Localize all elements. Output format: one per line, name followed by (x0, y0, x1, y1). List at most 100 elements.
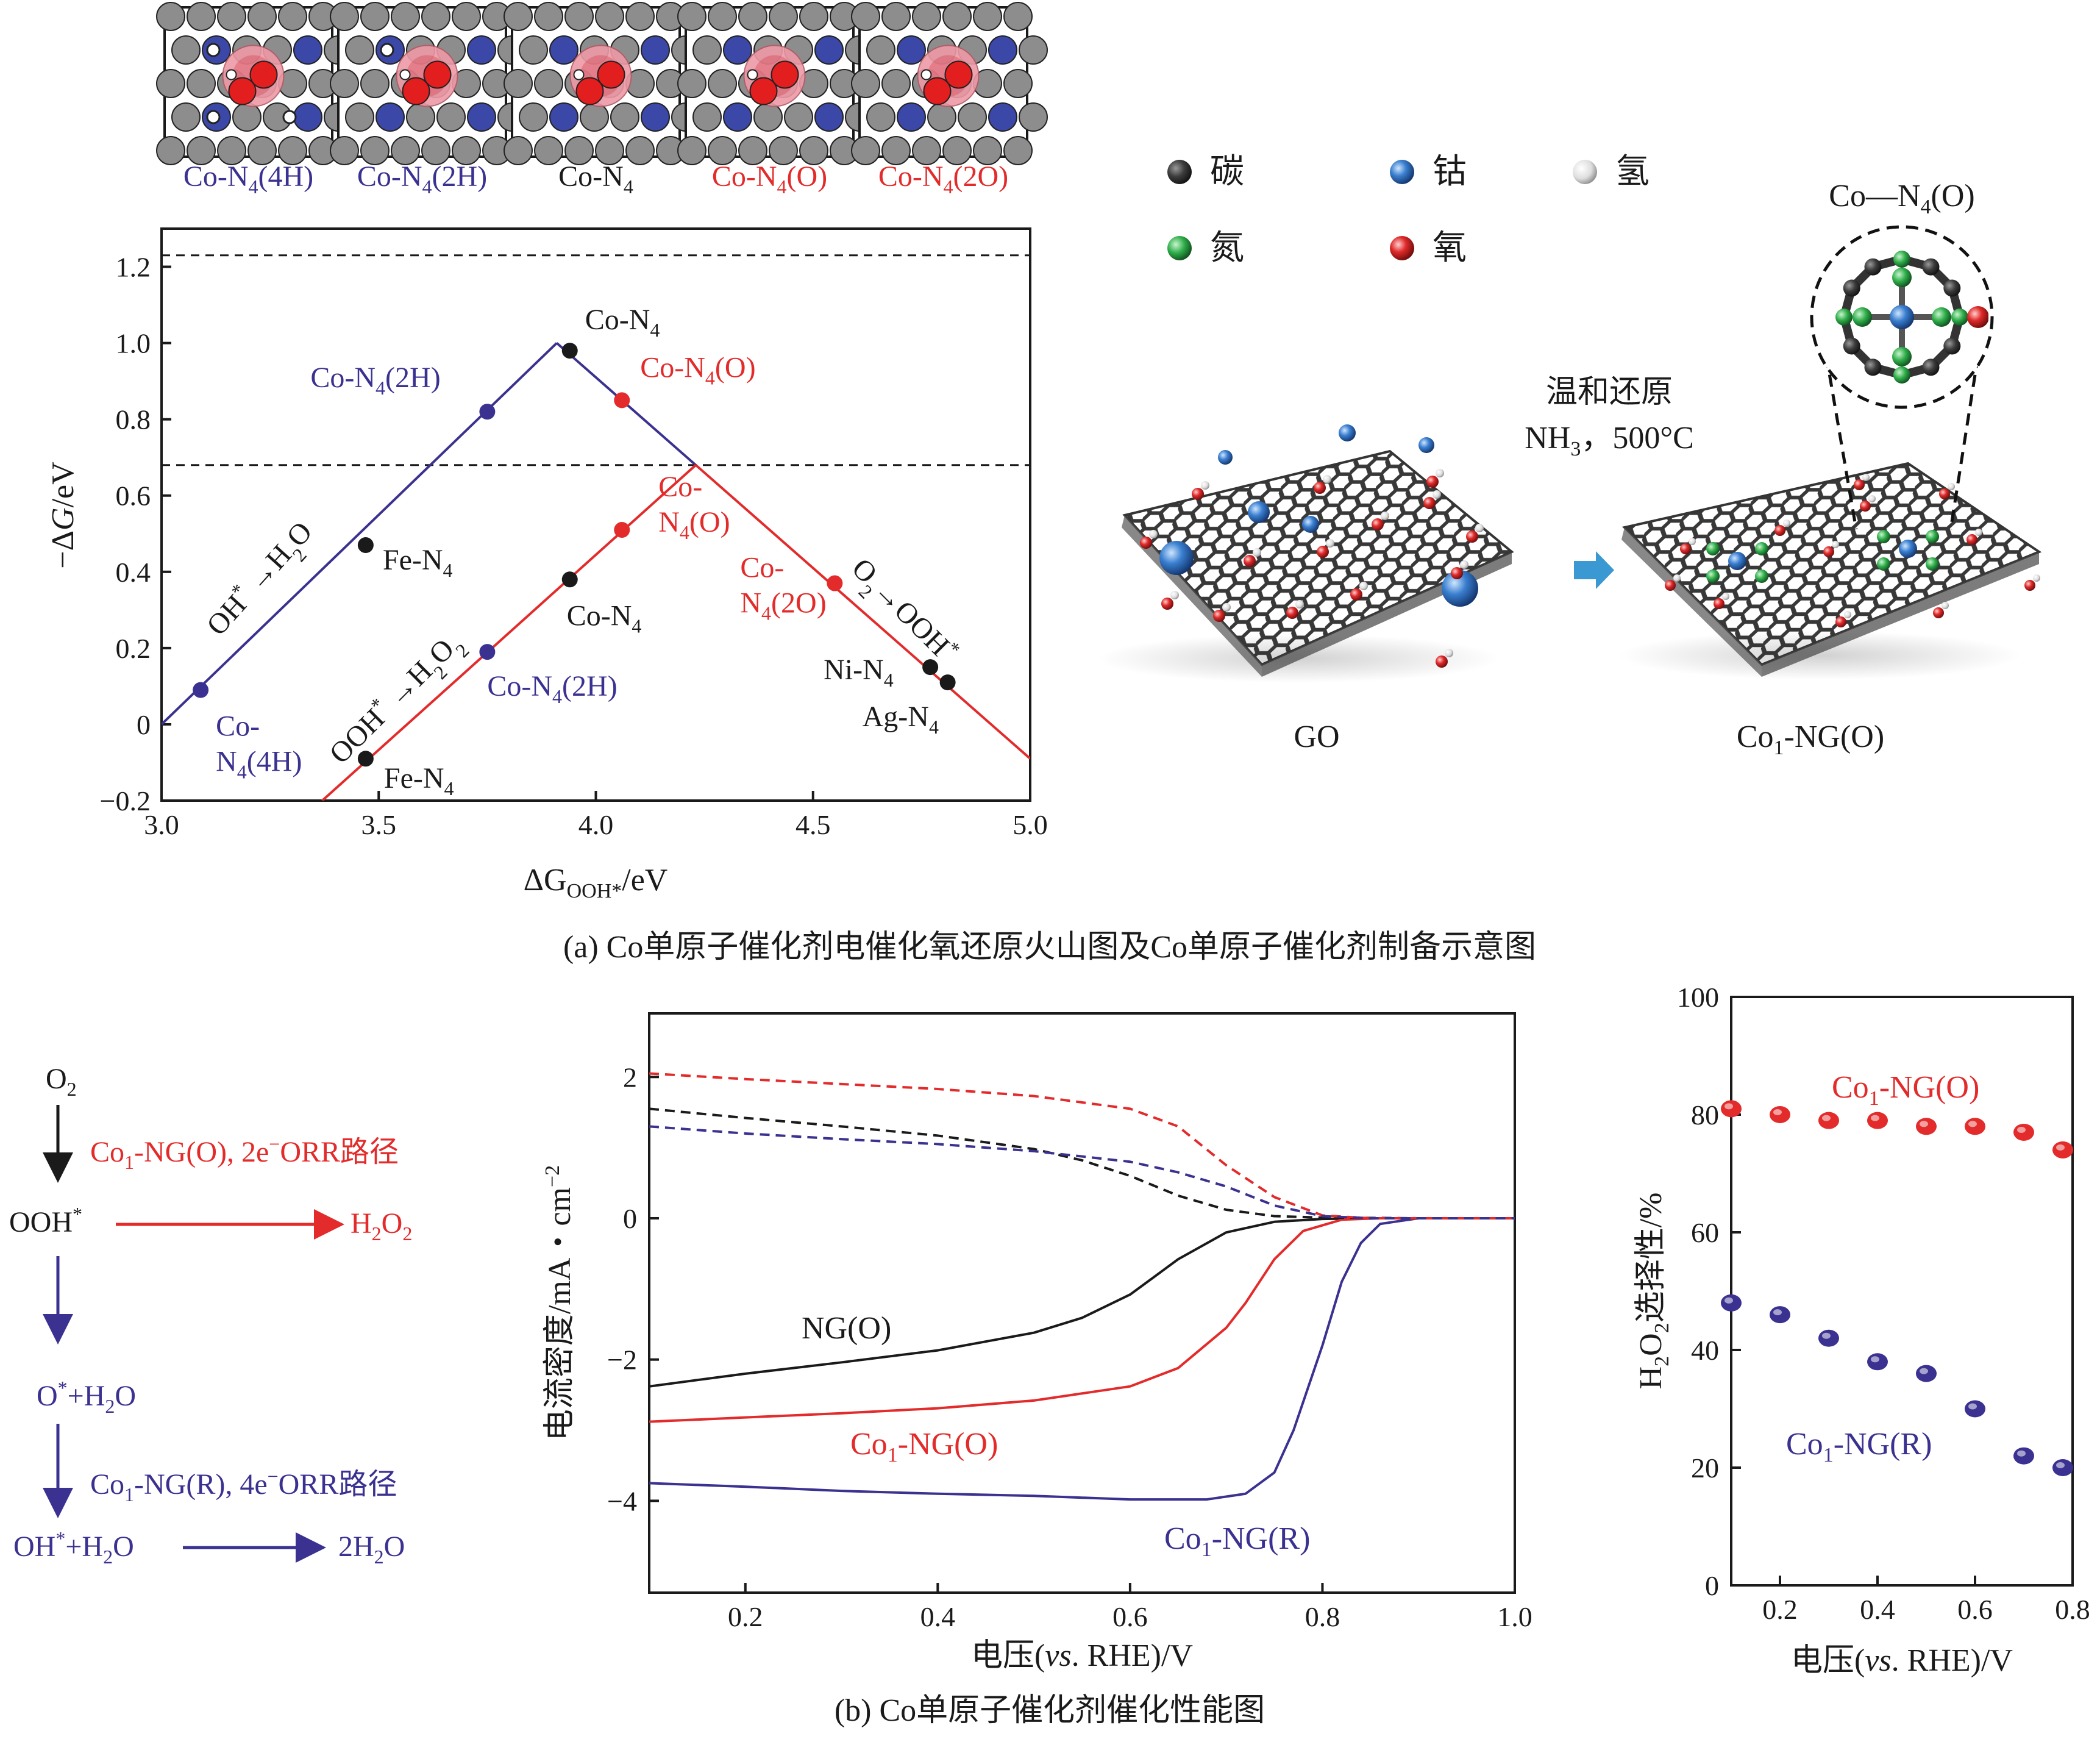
volcano-point (614, 522, 630, 538)
volcano-point (479, 404, 496, 420)
volcano-point-label: Ni-N4 (824, 654, 894, 691)
atom (1899, 540, 1917, 558)
legend-label: 钴 (1433, 152, 1467, 191)
volcano-point (922, 659, 939, 676)
lsv-x-tick-label: 1.0 (1497, 1601, 1532, 1632)
legend-atom-oxygen (1390, 236, 1414, 260)
volcano-x-tick-label: 3.0 (144, 809, 179, 840)
step-4e-label: Co1-NG(R), 4e−ORR路径 (90, 1465, 397, 1505)
atom (1942, 602, 1949, 609)
volcano-axis-ticks: 3.0 3.5 4.0 4.5 5.0 −0.2 0 0.2 0.4 0.6 0.8 1.0 1.2 (100, 252, 1048, 840)
atom (1943, 337, 1961, 355)
atom (1436, 655, 1448, 668)
atom (1943, 279, 1961, 297)
lsv-label-co1-ng-r: Co1-NG(R) (1164, 1521, 1310, 1561)
sel-point-highlight (2056, 1462, 2065, 1468)
atom (1326, 539, 1334, 548)
co1-ng-o-label: Co1-NG(O) (1737, 720, 1884, 759)
structure-label-0: Co-N4(4H) (183, 160, 313, 198)
sel-y-tick-label: 20 (1691, 1452, 1719, 1484)
atom (1286, 607, 1298, 619)
volcano-point-label: Fe-N4 (384, 762, 454, 799)
volcano-point (357, 537, 374, 554)
volcano-point (193, 682, 209, 698)
atom (1854, 479, 1865, 490)
atom (1932, 307, 1951, 327)
atom (1893, 366, 1910, 384)
sel-point-highlight (2056, 1144, 2065, 1151)
sel-point-highlight (1822, 1332, 1831, 1339)
atom (1423, 497, 1436, 509)
volcano-series-line (162, 342, 558, 726)
structure-label-3: Co-N4(O) (712, 160, 827, 198)
atom (1248, 501, 1270, 523)
atom (2024, 580, 2035, 591)
lsv-x-tick-label: 0.6 (1112, 1601, 1148, 1632)
volcano-point (614, 392, 630, 409)
atom (1975, 529, 1982, 536)
lsv-series-co1-ng(o) (649, 1216, 1515, 1423)
lsv-y-tick-label: −2 (607, 1344, 637, 1376)
sel-point-highlight (1920, 1368, 1928, 1374)
sel-point-highlight (1822, 1115, 1831, 1121)
lsv-series-ng(o) (649, 1216, 1515, 1388)
caption-b: (b) Co单原子催化剂催化性能图 (835, 1693, 1265, 1728)
orr-pathway-diagram: O2 Co1-NG(O), 2e−ORR路径 OOH* H2O2 O*+H2O … (9, 1063, 412, 1568)
structure-thumbnails: Co-N4(4H) Co-N4(2H) Co-N4 Co-N4(O) Co-N4(2O) (156, 2, 1048, 198)
atom (1381, 512, 1389, 520)
sel-x-tick-label: 0.2 (1762, 1594, 1798, 1625)
lsv-y-title: 电流密度/mA・cm−2 (541, 1165, 577, 1441)
lsv-series-co1-ng(r) (649, 1216, 1515, 1501)
sel-y-tick-label: 80 (1691, 1099, 1719, 1130)
atom (1843, 279, 1860, 297)
structure-label-4: Co-N4(2O) (878, 160, 1008, 198)
go-label: GO (1294, 720, 1339, 754)
volcano-point (827, 575, 843, 591)
sel-x-tick-label: 0.4 (1860, 1594, 1895, 1625)
2h2o-label: 2H2O (338, 1530, 405, 1568)
lsv-y-tick-label: −4 (607, 1485, 637, 1516)
atom (1192, 488, 1204, 500)
atom (1835, 309, 1853, 326)
atom (1475, 524, 1484, 532)
sel-point-highlight (1968, 1403, 1977, 1410)
volcano-point-label: Co-N4 (585, 304, 660, 341)
atom (1877, 530, 1890, 543)
structure-Co-N4(2H) (330, 2, 527, 165)
volcano-lines (162, 254, 1030, 801)
volcano-x-tick-label: 3.5 (361, 809, 397, 840)
atom (1722, 593, 1729, 600)
atom (1466, 530, 1478, 543)
o-h2o-label: O*+H2O (37, 1377, 136, 1417)
atom (1323, 475, 1331, 484)
legend-label: 氮 (1210, 228, 1244, 268)
atom (2033, 574, 2040, 582)
sel-point-highlight (1871, 1115, 1879, 1121)
volcano-point-label: N4(O) (658, 506, 730, 543)
sel-y-tick-label: 0 (1705, 1570, 1719, 1601)
legend-label: 碳 (1210, 152, 1244, 191)
atom (1451, 567, 1463, 579)
atom (1339, 424, 1356, 441)
legend-atom-hydrogen (1573, 160, 1597, 184)
lsv-x-tick-label: 0.4 (920, 1601, 956, 1632)
sel-x-title: 电压(vs. RHE)/V (1791, 1643, 2013, 1678)
sel-y-title: H2O2选择性/% (1634, 1193, 1673, 1390)
sel-x-tick-label: 0.6 (1957, 1594, 1993, 1625)
atom (1922, 359, 1940, 376)
h2o2-label: H2O2 (351, 1207, 412, 1244)
atom (1967, 306, 1988, 328)
lsv-label-co1-ng-o: Co1-NG(O) (850, 1427, 998, 1466)
structure-label-2: Co-N4 (558, 160, 633, 198)
atom (1436, 469, 1444, 477)
atom (1774, 525, 1785, 536)
volcano-y-tick-label: 0.4 (116, 557, 151, 588)
lsv-series-co1-ng(o)-ring (649, 1072, 1515, 1219)
atom (1755, 570, 1768, 583)
atom (1426, 476, 1439, 488)
atom (1862, 474, 1870, 481)
sel-point-highlight (1968, 1121, 1977, 1127)
sel-x-tick-label: 0.8 (2055, 1594, 2090, 1625)
volcano-point-label: Co-N4 (567, 599, 642, 637)
